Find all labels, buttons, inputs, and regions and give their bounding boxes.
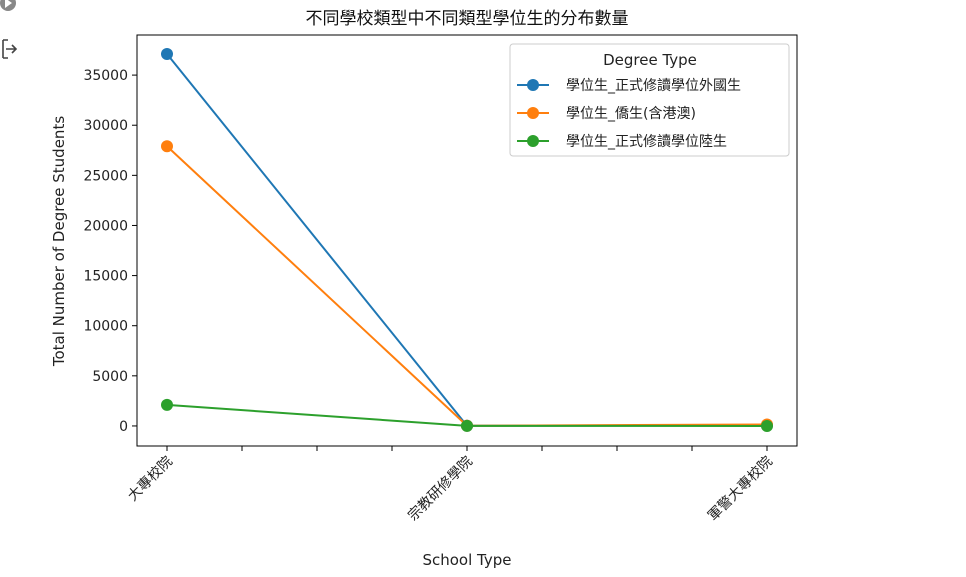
data-point <box>161 140 173 153</box>
legend-label: 學位生_僑生(含港澳) <box>566 106 696 122</box>
y-tick-label: 0 <box>119 419 128 435</box>
x-tick-label: 宗教研修學院 <box>405 454 476 525</box>
chart-title: 不同學校類型中不同類型學位生的分布數量 <box>306 9 629 29</box>
x-axis-ticks: 大專校院 宗教研修學院 軍警大專校院 <box>124 446 776 524</box>
x-tick-label: 軍警大專校院 <box>704 453 775 524</box>
y-tick-label: 5000 <box>92 369 128 385</box>
legend-label: 學位生_正式修讀學位外國生 <box>566 78 741 94</box>
plot-area-frame <box>136 34 798 447</box>
series-line-2 <box>166 145 768 427</box>
y-tick-label: 15000 <box>83 269 128 285</box>
legend-box <box>509 43 790 157</box>
data-point <box>461 419 473 432</box>
legend-marker <box>527 107 539 119</box>
output-toggle-icon[interactable] <box>0 36 20 60</box>
legend-marker <box>527 135 539 147</box>
run-cell-icon[interactable] <box>0 0 18 12</box>
y-tick-label: 30000 <box>83 118 128 134</box>
notebook-gutter <box>0 0 24 577</box>
data-point <box>161 398 173 411</box>
y-axis-label: Total Number of Degree Students <box>50 116 68 367</box>
y-tick-label: 35000 <box>83 68 128 84</box>
y-tick-label: 25000 <box>83 168 128 184</box>
x-tick-label: 大專校院 <box>124 453 176 505</box>
y-axis-ticks: 0 5000 10000 15000 20000 25000 30000 35000 <box>83 68 137 435</box>
legend-marker <box>527 79 539 91</box>
y-tick-label: 20000 <box>83 218 128 234</box>
legend-title: Degree Type <box>603 51 697 69</box>
x-axis-label: School Type <box>422 551 511 569</box>
legend-label: 學位生_正式修讀學位陸生 <box>566 134 727 150</box>
data-point <box>161 48 173 61</box>
data-point <box>761 419 773 432</box>
y-tick-label: 10000 <box>83 319 128 335</box>
series-layer <box>161 48 773 432</box>
